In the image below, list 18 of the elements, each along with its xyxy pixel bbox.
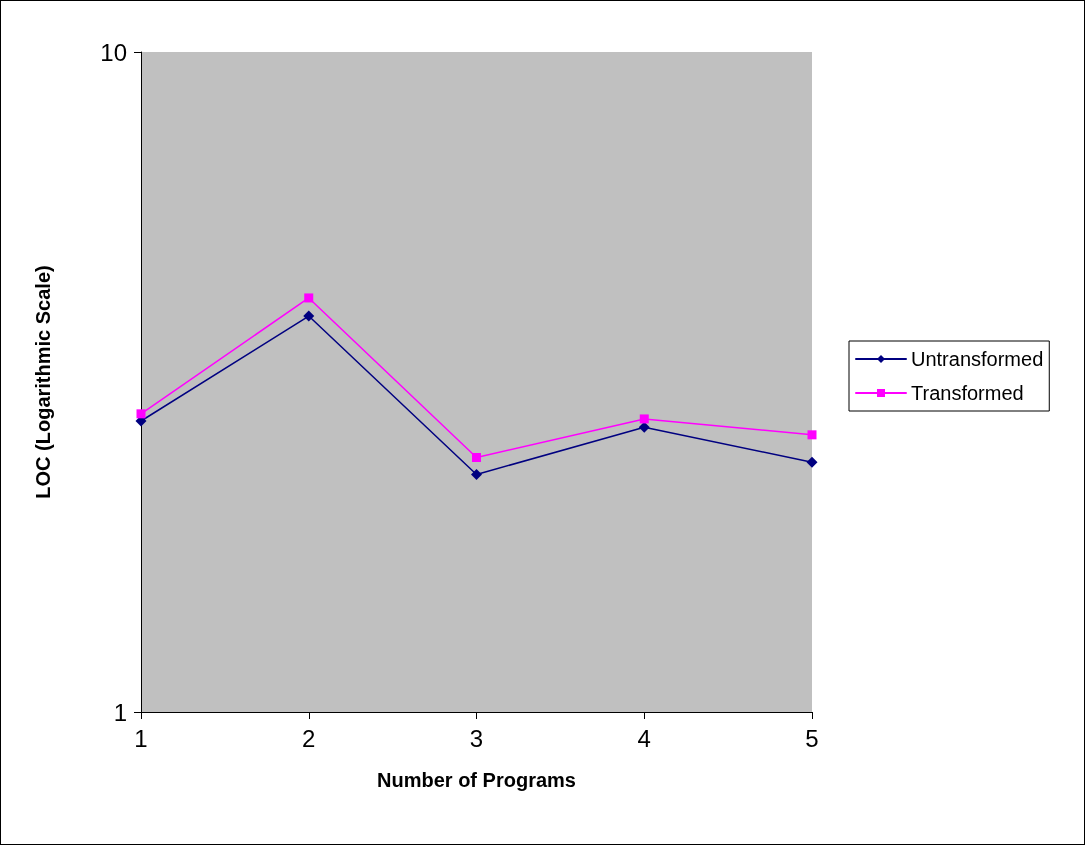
x-tick-label: 2: [302, 724, 316, 752]
point: [807, 430, 817, 440]
x-tick-label: 1: [134, 724, 148, 752]
point: [471, 469, 482, 481]
x-axis-title: Number of Programs: [377, 769, 576, 791]
point: [303, 310, 315, 322]
x-tick-label: 3: [469, 724, 484, 752]
x-tick-label: 4: [637, 724, 651, 752]
legend-label: Untransformed: [911, 348, 1044, 370]
legend-label: Transformed: [911, 382, 1024, 404]
point: [639, 414, 649, 424]
point: [806, 456, 818, 468]
y-tick-label: 10: [100, 38, 127, 66]
point: [304, 293, 314, 303]
point: [472, 453, 481, 462]
point: [136, 409, 146, 419]
x-tick-label: 5: [805, 724, 819, 752]
y-axis-title: LOC (Logarithmic Scale): [32, 265, 54, 499]
